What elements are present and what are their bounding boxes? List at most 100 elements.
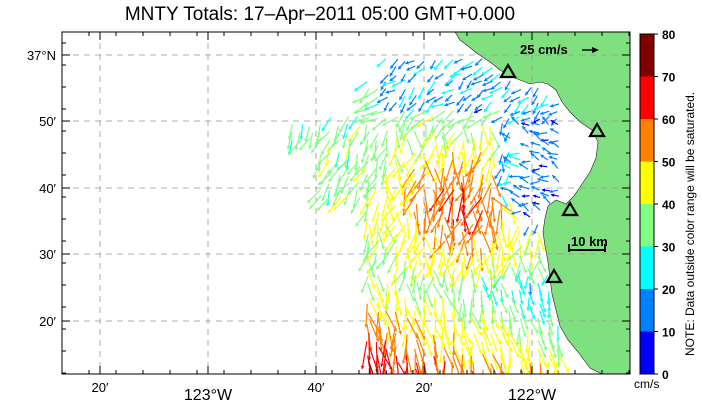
colorbar-segment	[640, 204, 654, 247]
current-vector	[518, 184, 530, 190]
current-vector	[433, 269, 442, 287]
current-vector	[434, 124, 446, 140]
current-vector	[533, 103, 548, 110]
current-vector	[406, 248, 413, 270]
current-vector	[461, 346, 467, 369]
current-vector	[367, 188, 377, 207]
current-vector	[535, 132, 548, 136]
current-vector	[531, 202, 541, 211]
current-vector	[539, 297, 547, 313]
current-vector	[389, 333, 397, 358]
current-vector	[521, 202, 529, 212]
current-vector	[382, 116, 399, 127]
current-vector	[381, 225, 396, 243]
current-vector	[528, 318, 539, 335]
current-vector	[491, 290, 498, 306]
current-vector	[359, 196, 370, 215]
current-vector	[495, 246, 501, 269]
current-vector	[510, 245, 518, 268]
current-vector	[491, 196, 512, 212]
current-vector	[353, 81, 368, 92]
current-vector	[423, 361, 427, 374]
current-vector	[438, 341, 444, 364]
current-vector	[547, 151, 559, 156]
current-vector	[383, 303, 388, 326]
current-vector	[434, 363, 440, 374]
colorbar-segment	[640, 331, 654, 374]
current-vector	[443, 139, 454, 158]
current-vector	[480, 94, 493, 101]
current-vector	[371, 117, 387, 131]
current-vector	[397, 362, 406, 374]
colorbar-tick-label: 80	[662, 28, 676, 42]
current-vector	[385, 371, 388, 374]
current-vector	[474, 267, 482, 289]
current-vector	[425, 102, 434, 114]
current-vector	[365, 245, 378, 263]
current-vector	[481, 311, 489, 332]
current-vector	[499, 297, 508, 314]
current-vector	[489, 73, 501, 83]
current-vector	[501, 253, 513, 273]
current-vector	[414, 318, 426, 340]
current-vector	[480, 182, 492, 205]
colorbar-tick-label: 40	[662, 198, 676, 212]
current-vector	[530, 152, 540, 161]
current-vector	[366, 282, 375, 302]
current-vector	[492, 147, 497, 168]
current-vector	[529, 180, 540, 186]
current-vector	[430, 211, 444, 234]
current-vector	[405, 362, 409, 374]
current-vector	[381, 130, 388, 148]
current-vector	[480, 297, 485, 315]
lon-tick-label: 122°W	[508, 387, 557, 404]
current-vector	[547, 304, 551, 319]
current-vector	[408, 87, 415, 100]
current-vector	[362, 218, 369, 240]
current-vector	[419, 153, 435, 170]
current-vector	[523, 226, 530, 237]
current-vector	[409, 110, 427, 121]
current-vector	[520, 312, 529, 330]
current-vector	[539, 310, 546, 325]
current-vector	[471, 317, 482, 336]
current-vector	[452, 355, 460, 374]
current-vector	[519, 289, 524, 305]
lat-tick-label: 30′	[39, 247, 56, 262]
current-vector	[373, 159, 379, 178]
current-vector	[415, 368, 419, 374]
current-vector	[488, 144, 501, 162]
current-vector	[529, 363, 533, 374]
colorbar-segment	[640, 246, 654, 289]
current-vector	[362, 233, 369, 254]
axis-ticks	[62, 32, 630, 374]
current-vector	[438, 304, 445, 324]
current-vector	[503, 95, 512, 103]
current-vector	[460, 203, 475, 227]
current-vector	[500, 283, 509, 299]
current-vector	[298, 137, 311, 151]
current-vector	[434, 327, 446, 348]
scale-bar-label: 10 km	[571, 234, 608, 249]
current-vector	[359, 88, 370, 104]
current-vector	[537, 231, 545, 252]
current-vector	[473, 138, 478, 160]
current-vector	[460, 325, 472, 344]
current-vector	[380, 340, 387, 367]
current-vector	[425, 259, 436, 278]
current-vector	[528, 149, 540, 154]
current-vector	[519, 255, 527, 274]
current-vector	[342, 131, 349, 149]
current-vector	[556, 340, 564, 358]
current-vector	[514, 101, 522, 114]
current-vector	[340, 176, 349, 195]
lat-tick-label: 50′	[39, 114, 56, 129]
current-vector	[473, 239, 480, 263]
current-vector	[428, 240, 446, 259]
current-vector	[294, 131, 301, 151]
current-vector	[401, 152, 417, 169]
map-frame	[61, 31, 631, 375]
current-vector	[533, 238, 541, 259]
current-vector	[541, 147, 550, 153]
current-vector	[481, 332, 490, 352]
